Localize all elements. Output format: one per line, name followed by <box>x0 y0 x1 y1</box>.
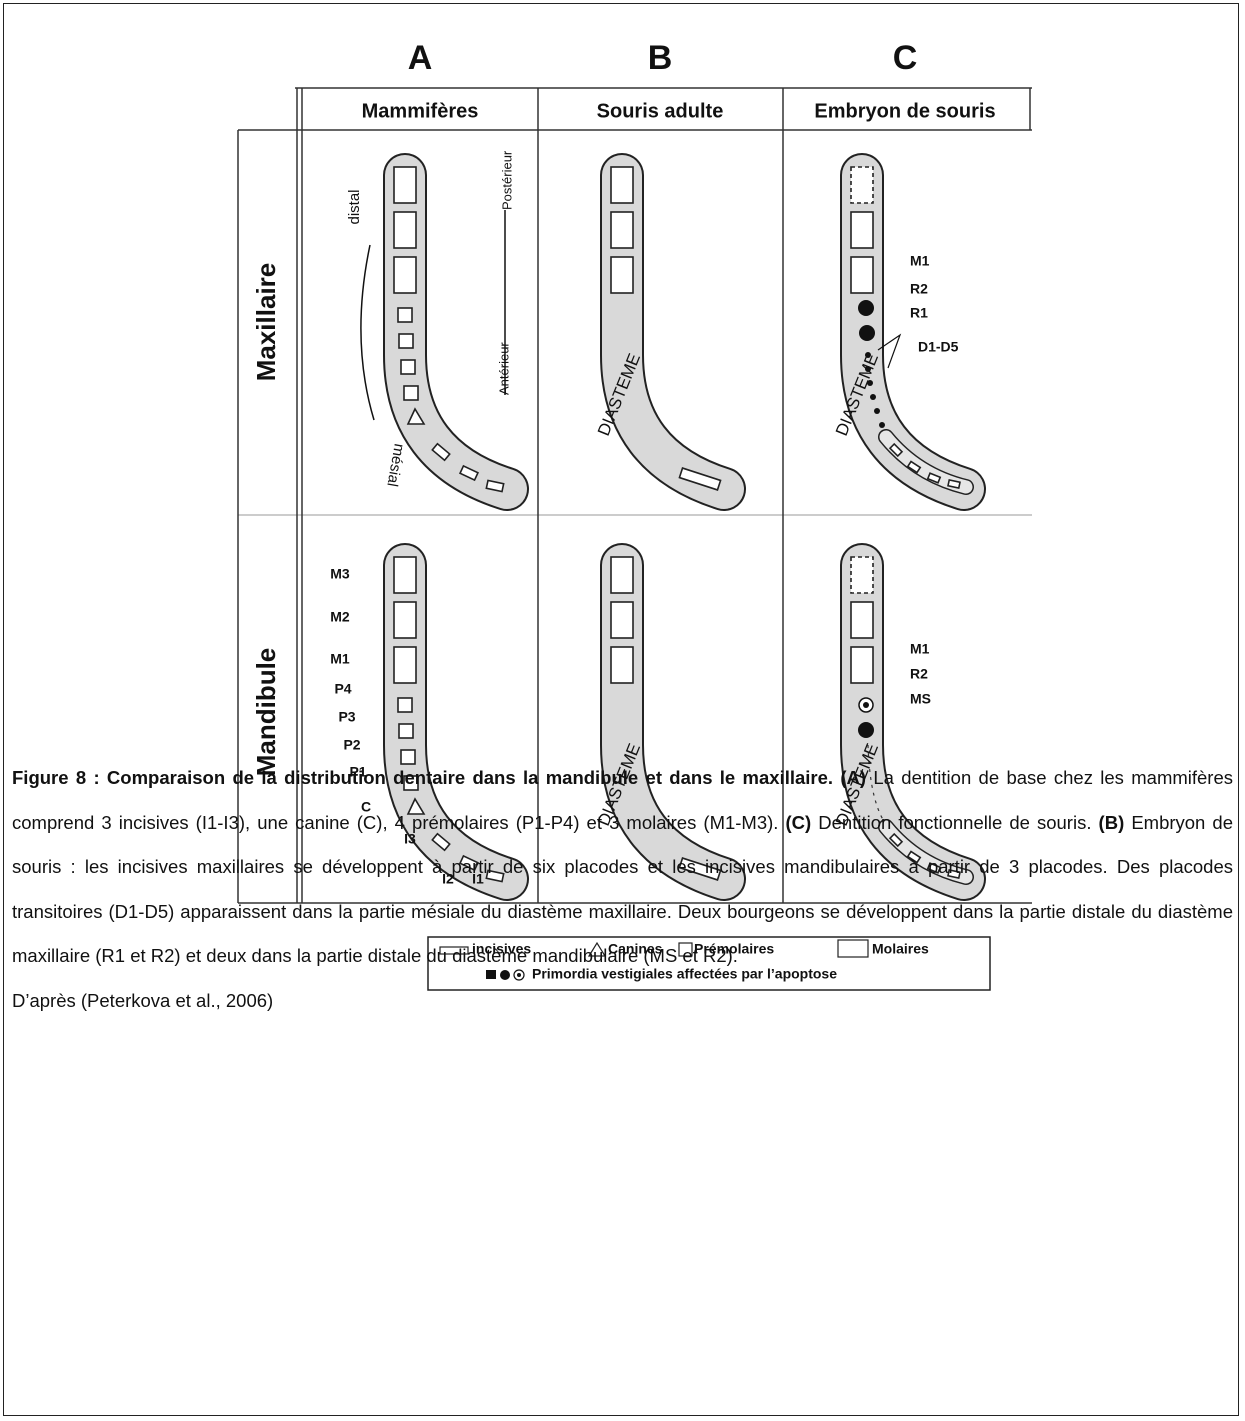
tooth-label: M3 <box>330 566 350 582</box>
tooth-label: P2 <box>343 737 360 753</box>
tooth <box>394 557 416 593</box>
tooth <box>948 480 960 488</box>
arrow <box>361 245 374 420</box>
tooth <box>611 212 633 248</box>
tooth <box>611 257 633 293</box>
tooth-label: D1-D5 <box>918 339 959 355</box>
annotation: Postérieur <box>499 150 514 210</box>
column-letter: A <box>408 39 433 77</box>
tooth-label: P4 <box>334 681 351 697</box>
annotation: Antérieur <box>496 342 511 395</box>
column-label: Souris adulte <box>597 100 724 122</box>
tooth <box>399 724 413 738</box>
tooth <box>851 167 873 203</box>
tooth <box>611 647 633 683</box>
tooth-label: R1 <box>910 305 928 321</box>
primordium <box>858 722 874 738</box>
tooth-label: MS <box>910 691 931 707</box>
primordium <box>859 325 875 341</box>
tooth <box>404 386 418 400</box>
primordium <box>863 702 869 708</box>
tooth <box>398 308 412 322</box>
primordium <box>858 300 874 316</box>
annotation: distal <box>346 189 363 224</box>
column-letter: C <box>893 39 918 77</box>
tooth <box>394 212 416 248</box>
tooth-label: M2 <box>330 609 350 625</box>
jaw <box>851 167 966 489</box>
jaw <box>611 167 724 490</box>
caption-text: Embryon de souris : les incisives maxill… <box>12 812 1233 967</box>
column-letter: B <box>648 39 673 77</box>
tooth <box>394 602 416 638</box>
caption-text: (C) <box>786 812 812 833</box>
tooth <box>611 557 633 593</box>
tooth-label: P3 <box>338 709 355 725</box>
caption-text: Figure 8 : Comparaison de la distributio… <box>12 767 833 788</box>
tooth-label: M1 <box>910 253 930 269</box>
primordium <box>870 394 876 400</box>
primordium <box>879 422 885 428</box>
tooth <box>611 167 633 203</box>
tooth <box>851 557 873 593</box>
column-label: Mammifères <box>362 100 479 122</box>
tooth <box>611 602 633 638</box>
primordium <box>874 408 880 414</box>
tooth <box>851 647 873 683</box>
caption-text: Dentition fonctionnelle de souris. <box>818 812 1091 833</box>
jaw-fill <box>862 175 964 489</box>
caption-text: (A) <box>840 767 866 788</box>
caption-text: D’après (Peterkova et al., 2006) <box>12 979 1233 1024</box>
tooth <box>394 167 416 203</box>
jaw <box>394 167 507 492</box>
tooth <box>851 602 873 638</box>
tooth <box>399 334 413 348</box>
tooth-label: R2 <box>910 281 928 297</box>
row-label: Maxillaire <box>251 263 281 382</box>
tooth <box>851 212 873 248</box>
caption-text: (B) <box>1099 812 1125 833</box>
tooth-label: M1 <box>330 651 350 667</box>
tooth <box>394 647 416 683</box>
page: A Mammifères B Souris adulte C Embryon de sou… <box>0 0 1245 1421</box>
tooth <box>398 698 412 712</box>
jaw-fill <box>405 175 507 489</box>
caption: Figure 8 : Comparaison de la distributio… <box>12 756 1233 1024</box>
tooth <box>394 257 416 293</box>
jaw-fill <box>622 175 724 489</box>
tooth <box>851 257 873 293</box>
tooth-label: M1 <box>910 641 930 657</box>
tooth <box>401 360 415 374</box>
column-label: Embryon de souris <box>814 100 995 122</box>
annotation: mésial <box>383 442 407 488</box>
tooth-label: R2 <box>910 666 928 682</box>
